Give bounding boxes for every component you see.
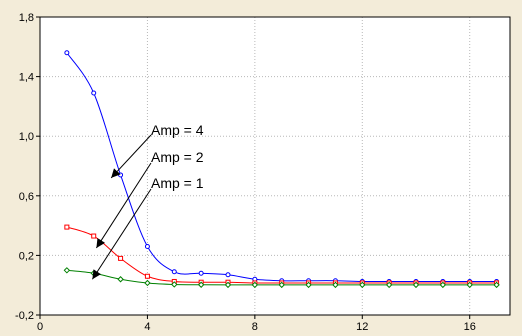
data-point: [64, 50, 70, 56]
annotation-amp-1: Amp = 1: [91, 175, 204, 280]
annotation-amp-2: Amp = 2: [95, 149, 204, 249]
y-tick-label: 1,4: [19, 72, 34, 84]
annotation-arrow: [91, 188, 152, 280]
data-point: [144, 273, 150, 279]
data-point: [198, 270, 204, 276]
annotation-arrow: [110, 134, 152, 179]
annotation-label: Amp = 2: [151, 149, 204, 165]
grid: [40, 17, 510, 315]
data-point: [466, 281, 473, 289]
y-tick-label: 0,2: [19, 250, 34, 262]
data-point: [144, 243, 150, 249]
annotation-label: Amp = 4: [151, 122, 204, 138]
y-tick-label: 1,0: [19, 131, 34, 143]
data-point: [144, 279, 151, 287]
y-tick-label: 1,8: [19, 12, 34, 24]
data-point: [332, 281, 339, 289]
data-point: [251, 281, 259, 289]
annotation-amp-4: Amp = 4: [110, 122, 204, 179]
data-point: [118, 255, 124, 261]
data-point: [493, 281, 500, 289]
data-point: [64, 224, 70, 230]
x-tick-label: 8: [252, 321, 258, 333]
data-point: [91, 90, 97, 96]
data-point: [91, 233, 97, 239]
x-tick-label: 16: [464, 321, 476, 333]
data-point: [171, 281, 178, 288]
annotation-label: Amp = 1: [151, 175, 204, 191]
y-tick-label: 0,6: [19, 191, 34, 203]
data-point: [118, 172, 124, 178]
data-point: [412, 281, 420, 289]
data-point: [224, 281, 232, 289]
annotation-arrow: [95, 162, 152, 249]
y-axis: -0,2 0,2 0,6 1,0 1,4 1,8: [15, 12, 40, 322]
y-tick-label: -0,2: [15, 310, 34, 322]
data-point: [171, 269, 177, 275]
data-point: [225, 272, 231, 278]
data-point: [197, 281, 205, 288]
data-point: [385, 281, 393, 289]
data-point: [359, 281, 366, 289]
data-point: [278, 281, 285, 289]
data-point: [63, 267, 71, 274]
plot-area: [40, 17, 510, 315]
data-point: [439, 281, 447, 289]
data-point: [305, 281, 312, 289]
data-point: [117, 276, 124, 283]
x-tick-label: 12: [356, 321, 368, 333]
plot-frame: [39, 16, 511, 316]
x-axis: 0 4 8 12 16: [37, 315, 476, 333]
x-tick-label: 0: [37, 321, 43, 333]
x-tick-label: 4: [144, 321, 150, 333]
